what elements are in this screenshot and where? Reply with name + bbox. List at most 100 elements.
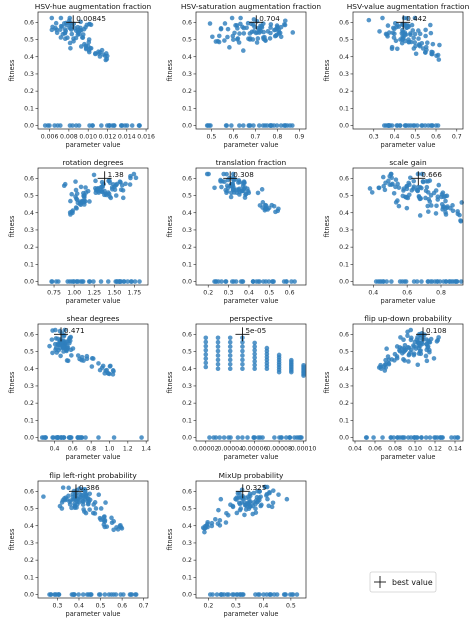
data-point — [457, 212, 462, 218]
data-point — [240, 357, 245, 363]
data-point — [56, 592, 62, 597]
y-tick-label: 0.5 — [339, 37, 349, 44]
data-point — [53, 25, 58, 31]
y-tick-label: 0.2 — [182, 400, 192, 407]
y-tick-label: 0.2 — [24, 88, 34, 95]
data-point — [109, 187, 115, 192]
data-point — [241, 179, 247, 184]
data-point — [369, 190, 375, 195]
x-tick-label: 1.50 — [107, 290, 121, 297]
data-point — [395, 181, 400, 187]
data-point — [80, 35, 85, 40]
data-point — [243, 507, 249, 512]
subplot-2: HSV-saturation augmentation fraction 0.0 0… — [166, 2, 321, 149]
data-point — [78, 19, 83, 25]
data-point — [49, 279, 54, 284]
data-point — [253, 30, 259, 36]
data-point — [89, 364, 95, 369]
data-point — [218, 26, 224, 31]
data-point — [224, 510, 229, 516]
data-point — [404, 16, 410, 21]
data-point — [80, 198, 85, 204]
y-tick-label: 0.0 — [24, 279, 34, 286]
data-point — [405, 345, 411, 350]
data-point — [402, 358, 407, 363]
y-tick-label: 0.0 — [339, 435, 349, 442]
data-point — [65, 35, 70, 41]
data-point — [394, 123, 399, 128]
data-point — [423, 50, 428, 55]
data-point — [226, 435, 231, 440]
data-point — [76, 123, 82, 128]
data-point — [390, 181, 395, 187]
data-point — [241, 25, 247, 31]
data-point — [397, 123, 403, 128]
x-tick-label: 0.6 — [402, 290, 412, 297]
data-point — [105, 279, 111, 284]
data-point — [260, 123, 266, 128]
x-axis-label: parameter value — [381, 141, 436, 149]
y-axis-label: fitness — [166, 59, 174, 81]
data-point — [96, 492, 102, 498]
data-point — [426, 196, 432, 202]
data-point — [276, 492, 281, 497]
data-point — [67, 20, 73, 26]
data-point — [104, 56, 110, 62]
data-point — [65, 358, 71, 364]
data-point — [434, 53, 439, 59]
data-point — [217, 435, 222, 440]
data-point — [402, 279, 407, 284]
data-point — [87, 21, 92, 27]
x-tick-label: 0.016 — [137, 134, 155, 141]
y-axis-label: fitness — [323, 59, 331, 81]
data-point — [73, 187, 79, 193]
data-point — [402, 38, 408, 44]
data-point — [458, 218, 463, 223]
y-tick-label: 0.3 — [24, 71, 34, 78]
data-point — [237, 490, 242, 496]
data-point — [425, 203, 431, 209]
y-tick-label: 0.5 — [182, 349, 192, 356]
data-point — [67, 25, 72, 31]
data-point — [251, 490, 257, 496]
data-point — [87, 507, 92, 512]
data-point — [237, 501, 243, 507]
data-point — [391, 190, 397, 196]
data-point — [203, 348, 209, 353]
data-point — [215, 348, 221, 354]
data-point — [259, 502, 264, 508]
data-point — [290, 30, 296, 35]
y-tick-label: 0.4 — [24, 54, 34, 61]
data-point — [204, 171, 210, 177]
data-point — [221, 171, 226, 177]
data-point — [433, 435, 438, 440]
data-point — [435, 194, 441, 200]
y-tick-label: 0.3 — [24, 383, 34, 390]
data-point — [390, 30, 396, 36]
data-point — [79, 354, 85, 360]
data-point — [72, 501, 77, 507]
data-point — [205, 521, 210, 527]
data-point — [274, 32, 279, 38]
data-point — [107, 194, 113, 199]
y-tick-label: 0.3 — [24, 540, 34, 547]
y-tick-label: 0.0 — [24, 435, 34, 442]
data-point — [128, 279, 134, 284]
data-point — [405, 333, 410, 339]
y-tick-label: 0.6 — [24, 175, 34, 182]
y-tick-label: 0.2 — [24, 400, 34, 407]
x-tick-label: 0.6 — [431, 134, 441, 141]
data-point — [87, 123, 92, 128]
data-point — [385, 23, 391, 28]
axes-frame — [195, 167, 307, 286]
data-point — [393, 177, 399, 182]
data-point — [264, 493, 269, 498]
data-point — [65, 343, 70, 349]
axes-frame — [195, 323, 307, 442]
data-point — [264, 123, 270, 128]
data-point — [203, 335, 209, 341]
data-point — [47, 343, 52, 349]
data-point — [58, 435, 64, 440]
data-point — [240, 348, 245, 354]
data-point — [86, 39, 92, 45]
